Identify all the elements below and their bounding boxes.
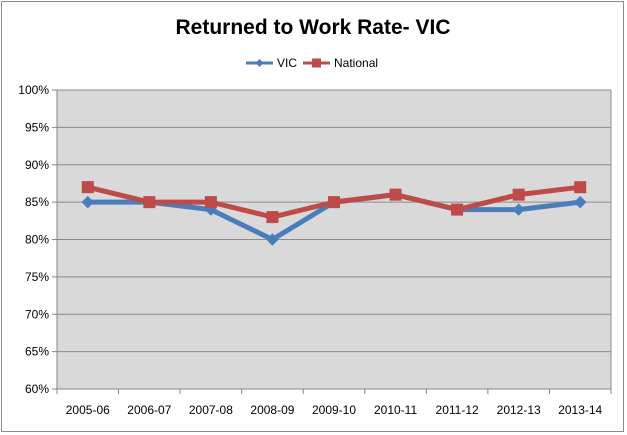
legend-marker-square [312,58,321,68]
legend-label: National [334,56,378,70]
legend-item-national: National [303,56,378,70]
data-point-vic [574,195,587,209]
legend-marker-diamond [255,59,264,67]
y-tick-label: 95% [25,120,49,134]
x-tick-label: 2012-13 [497,403,541,417]
y-tick-label: 90% [25,158,49,172]
x-axis-ticks: 2005-06 2006-07 2007-08 2008-09 2009-10 2010-… [56,389,612,417]
x-tick-label: 2013-14 [558,403,602,417]
x-tick-label: 2005-06 [66,403,110,417]
y-tick-label: 65% [25,345,49,359]
data-point-national [81,181,94,194]
data-point-national [574,181,587,194]
x-tick-label: 2007-08 [189,403,233,417]
x-tick-label: 2009-10 [312,403,356,417]
data-point-national [512,188,525,201]
series-national [81,181,587,224]
chart-title: Returned to Work Rate- VIC [176,16,451,39]
data-point-national [451,203,464,216]
y-tick-label: 75% [25,270,49,284]
data-point-national [204,196,217,209]
data-point-national [143,196,156,209]
y-tick-label: 85% [25,195,49,209]
y-axis-ticks: 60% 65% 70% 75% 80% 85% 90% 95% 100% [18,83,57,396]
data-point-national [389,188,402,201]
y-tick-label: 70% [25,307,49,321]
y-tick-label: 60% [25,382,49,396]
data-point-vic [512,203,525,216]
x-tick-label: 2010-11 [374,403,417,417]
y-tick-label: 100% [18,83,49,97]
series-layer [81,181,587,246]
data-point-vic [81,195,94,209]
legend-item-vic: VIC [246,56,297,70]
data-point-national [328,196,340,209]
x-tick-label: 2008-09 [250,403,294,417]
data-point-national [266,211,279,224]
y-tick-label: 80% [25,233,49,247]
x-tick-label: 2011-12 [436,403,479,417]
chart-legend: VIC National [246,56,378,70]
x-tick-label: 2006-07 [127,403,171,417]
data-point-vic [266,233,279,246]
legend-label: VIC [277,56,297,70]
